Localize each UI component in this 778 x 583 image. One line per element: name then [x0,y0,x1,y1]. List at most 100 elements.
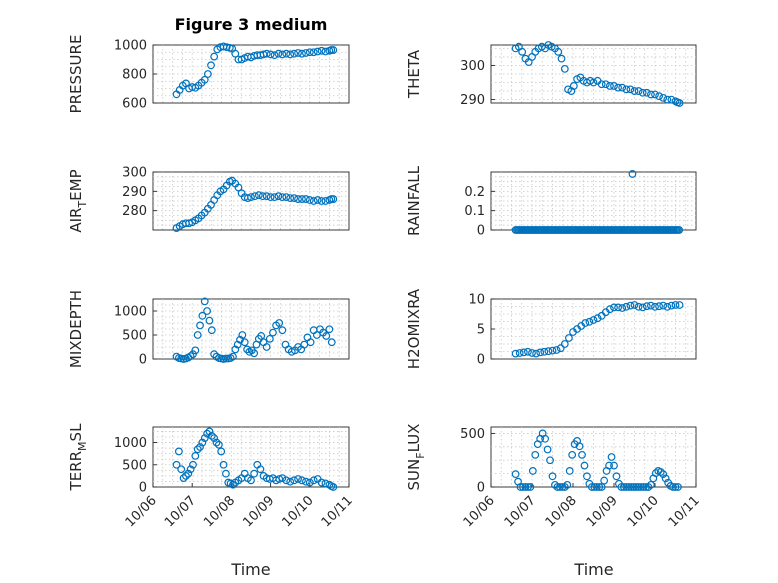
y-tick-label: 300 [122,166,147,181]
data-point [593,314,602,323]
data-point [189,350,197,359]
data-point [565,334,573,342]
y-tick-label: 0.1 [464,204,485,219]
y-tick-label: 0 [139,353,147,368]
data-point [560,483,569,491]
data-point [528,349,536,357]
data-point [200,297,209,306]
subplot-5: 0 500 1000 MIXDEPTH [67,290,350,368]
data-point [544,347,553,356]
data-point [622,302,631,311]
data-point [511,470,520,479]
data-point [189,460,197,469]
data-point [622,85,631,94]
y-tick-label: 1000 [114,305,147,320]
data-point [278,193,287,202]
data-point [587,483,596,491]
data-point [200,434,209,443]
data-point [634,483,643,491]
data-point [592,483,601,491]
data-point [182,471,190,480]
data-point [647,480,655,489]
data-point [290,476,299,485]
data-point [282,193,291,202]
data-point [553,483,562,491]
subplot-6: 0 5 10 H2OMIXRA [405,288,697,369]
data-point [258,192,267,201]
data-point [630,301,639,309]
y-tick-label: 290 [460,93,485,108]
data-point [674,483,682,491]
data-point [256,465,265,474]
data-point [207,61,215,70]
data-point [193,445,202,454]
data-point [659,301,668,310]
data-point [518,47,527,56]
data-point [607,453,616,461]
data-point [247,476,255,485]
y-tick-label: 500 [122,329,147,344]
data-point [298,476,306,485]
data-point [262,343,271,351]
data-point [634,302,643,311]
data-point [325,325,334,334]
data-point [313,47,322,56]
data-point [610,461,618,470]
data-point [651,90,659,99]
y-tick-label: 300 [460,59,485,74]
data-point [207,326,216,335]
data-point [667,95,676,104]
data-point [322,332,331,340]
data-point [214,440,223,449]
data-point [556,344,565,353]
data-point [275,475,284,483]
data-point [247,193,255,202]
y-axis-label: THETA [405,49,423,99]
data-point [540,347,549,356]
data-point [301,477,310,486]
data-point [583,472,591,481]
data-point [516,483,525,491]
y-tick-label: 800 [122,68,147,83]
data-point [644,483,653,491]
data-point [266,193,275,202]
data-point [313,196,322,204]
data-point [329,46,338,54]
data-point [524,483,532,491]
y-tick-label: 0.2 [464,185,485,200]
data-point [617,483,626,491]
data-point [191,451,200,460]
data-point [196,443,204,451]
data-point [269,328,277,337]
data-point [585,317,594,326]
data-point [667,301,676,310]
data-point [659,93,668,102]
data-point [250,469,259,478]
data-point [317,197,326,205]
data-point [207,431,216,440]
data-point [262,49,271,58]
data-point [568,450,577,459]
data-point [274,49,283,58]
data-point [555,483,564,491]
data-point [222,469,230,478]
data-point [229,480,237,489]
data-point [638,303,647,312]
data-point [325,480,334,489]
data-point [647,90,655,99]
data-point [243,194,252,203]
data-point [270,51,279,60]
y-tick-label: 500 [122,458,147,473]
data-point [541,434,550,443]
data-point [595,483,604,491]
data-point [329,483,338,491]
y-tick-label: 5 [477,323,485,338]
data-point [580,461,589,470]
data-point [528,467,537,475]
data-point [659,470,668,479]
data-point [560,64,569,73]
data-point [306,338,315,347]
data-point [597,80,606,89]
data-point [546,456,554,465]
